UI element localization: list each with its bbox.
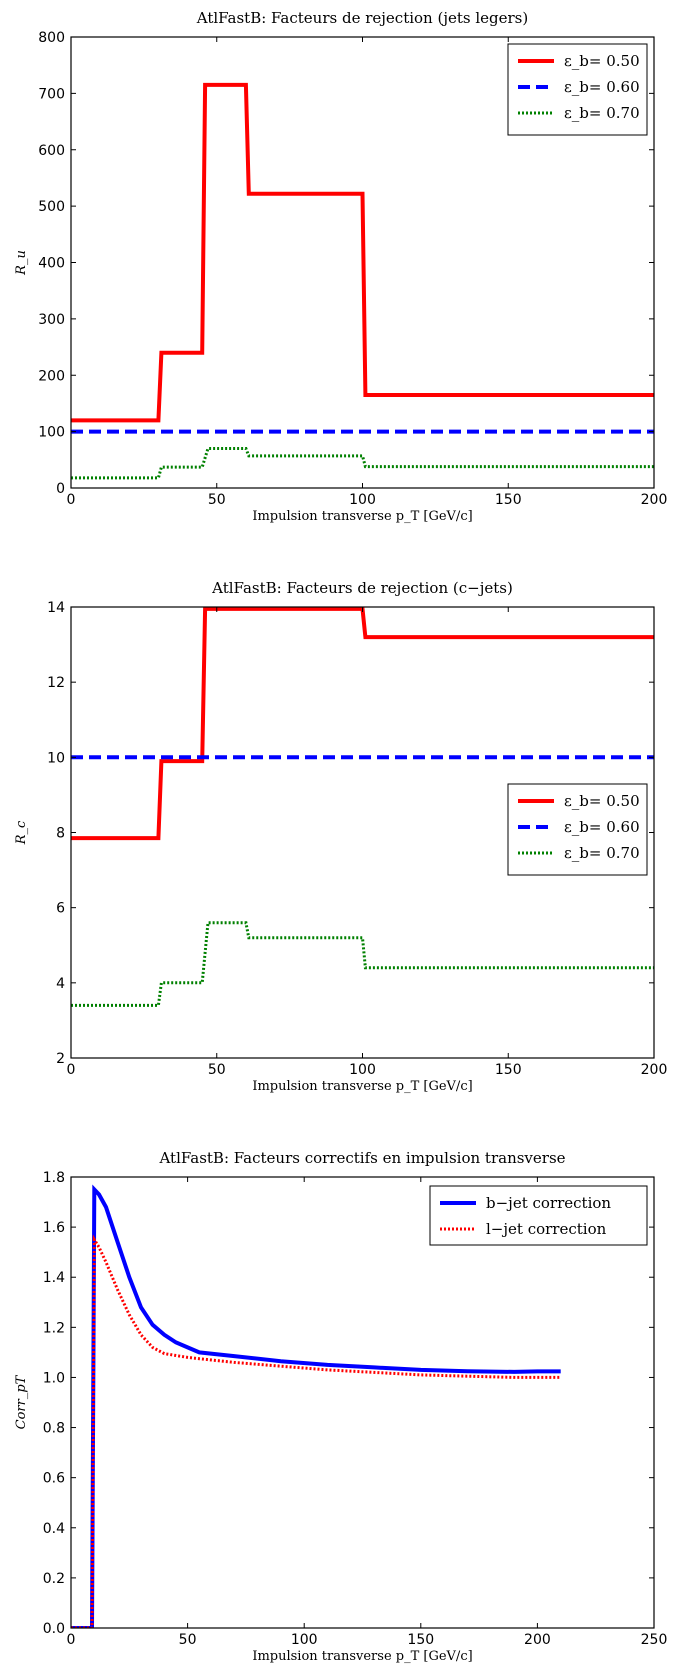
y-tick-label: 200: [38, 368, 65, 384]
legend-entry-label: ε_b= 0.70: [564, 104, 640, 122]
x-tick-label: 150: [407, 1632, 434, 1648]
legend-entry-label: ε_b= 0.50: [564, 792, 640, 810]
legend-entry-label: ε_b= 0.70: [564, 844, 640, 862]
y-tick-label: 4: [56, 976, 65, 992]
y-tick-label: 0.0: [43, 1621, 65, 1637]
chart-2: AtlFastB: Facteurs de rejection (c−jets)…: [14, 579, 667, 1094]
legend-entry-label: ε_b= 0.60: [564, 818, 640, 836]
legend-entry-label: l−jet correction: [486, 1220, 607, 1238]
y-axis-label: Corr_pT: [14, 1374, 29, 1429]
chart-title: AtlFastB: Facteurs de rejection (jets le…: [196, 9, 529, 27]
y-tick-label: 500: [38, 199, 65, 215]
series-line-1: [71, 82, 654, 423]
y-tick-label: 0.4: [43, 1521, 65, 1537]
legend-entry-label: ε_b= 0.50: [564, 52, 640, 70]
x-tick-label: 50: [208, 492, 226, 508]
series-line-3: [71, 447, 654, 480]
y-tick-label: 400: [38, 256, 65, 272]
x-tick-label: 100: [349, 1062, 376, 1078]
y-tick-label: 100: [38, 425, 65, 441]
legend-entry-label: ε_b= 0.60: [564, 78, 640, 96]
y-tick-label: 6: [56, 901, 65, 917]
series-line-1: [71, 1184, 561, 1628]
y-tick-label: 600: [38, 143, 65, 159]
y-tick-label: 12: [47, 675, 65, 691]
y-tick-label: 800: [38, 30, 65, 46]
y-tick-label: 300: [38, 312, 65, 328]
legend: ε_b= 0.50 ε_b= 0.60 ε_b= 0.70: [507, 43, 648, 136]
legend-box: [429, 1185, 648, 1246]
y-axis-label: R_u: [14, 250, 29, 276]
series-line-2: [71, 1234, 561, 1628]
x-axis-label: Impulsion transverse p_T [GeV/c]: [252, 1079, 472, 1094]
x-tick-label: 100: [349, 492, 376, 508]
x-tick-label: 0: [67, 1062, 76, 1078]
x-tick-label: 200: [641, 1062, 668, 1078]
x-tick-label: 250: [641, 1632, 668, 1648]
x-axis-label: Impulsion transverse p_T [GeV/c]: [252, 509, 472, 524]
x-tick-label: 50: [208, 1062, 226, 1078]
x-tick-label: 0: [67, 1632, 76, 1648]
chart-3: AtlFastB: Facteurs correctifs en impulsi…: [14, 1149, 667, 1664]
chart-title: AtlFastB: Facteurs correctifs en impulsi…: [158, 1149, 565, 1167]
y-tick-label: 0.8: [43, 1421, 65, 1437]
y-tick-label: 1.4: [43, 1270, 65, 1286]
series-line-1: [71, 607, 654, 841]
y-tick-label: 2: [56, 1051, 65, 1067]
y-tick-label: 1.8: [43, 1170, 65, 1186]
x-tick-label: 200: [641, 492, 668, 508]
y-tick-label: 10: [47, 750, 65, 766]
x-tick-label: 200: [524, 1632, 551, 1648]
x-axis-label: Impulsion transverse p_T [GeV/c]: [252, 1649, 472, 1664]
y-tick-label: 1.6: [43, 1220, 65, 1236]
y-tick-label: 0: [56, 481, 65, 497]
y-tick-label: 700: [38, 86, 65, 102]
x-tick-label: 100: [291, 1632, 318, 1648]
y-tick-label: 0.6: [43, 1471, 65, 1487]
x-tick-label: 150: [495, 492, 522, 508]
y-tick-label: 1.2: [43, 1320, 65, 1336]
legend: ε_b= 0.50 ε_b= 0.60 ε_b= 0.70: [507, 783, 648, 876]
y-axis-label: R_c: [14, 820, 29, 845]
x-tick-label: 150: [495, 1062, 522, 1078]
y-tick-label: 8: [56, 826, 65, 842]
x-tick-label: 50: [179, 1632, 197, 1648]
series-line-3: [71, 921, 654, 1007]
y-tick-label: 1.0: [43, 1370, 65, 1386]
x-tick-label: 0: [67, 492, 76, 508]
legend: b−jet correction l−jet correction: [429, 1185, 648, 1246]
y-tick-label: 14: [47, 600, 65, 616]
plot-frame: [70, 1176, 655, 1629]
chart-1: AtlFastB: Facteurs de rejection (jets le…: [14, 9, 667, 524]
y-tick-label: 0.2: [43, 1571, 65, 1587]
legend-entry-label: b−jet correction: [486, 1194, 611, 1212]
chart-title: AtlFastB: Facteurs de rejection (c−jets): [211, 579, 513, 597]
